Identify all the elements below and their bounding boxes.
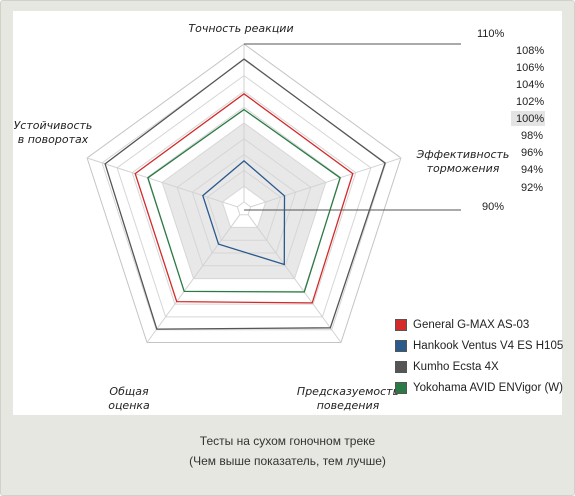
tick-label: 108% (516, 45, 544, 57)
grid-ring (221, 185, 267, 228)
grid-ring (236, 201, 252, 216)
axis-spoke (146, 214, 241, 343)
legend-swatch (395, 360, 407, 373)
axis-label: Предсказуемость (297, 385, 399, 398)
shaded-band-inner (222, 186, 266, 228)
legend-swatch (395, 318, 407, 331)
axis-label: в поворотах (18, 133, 89, 146)
legend-item: General G-MAX AS-03 (395, 314, 563, 335)
series-line (134, 92, 354, 304)
plot-area: 110% 108% 106% 104% 102% 100% 98% 96% 94% 92% 90% Т… (13, 11, 563, 415)
legend-swatch (395, 339, 407, 352)
tick-label: 96% (521, 147, 543, 159)
caption-line-1: Тесты на сухом гоночном треке (199, 434, 376, 448)
legend-swatch (395, 381, 407, 394)
tick-label: 94% (521, 164, 543, 176)
legend-label: Kumho Ecsta 4X (413, 360, 499, 373)
axis-label: Устойчивость (14, 119, 93, 132)
axis-label: Точность реакции (188, 22, 293, 35)
axis-label: оценка (108, 399, 150, 412)
grid-ring (191, 153, 297, 254)
series-line (147, 108, 341, 293)
axis-label: Общая (109, 385, 149, 398)
axis-label: поведения (317, 399, 380, 412)
grid-ring (131, 90, 357, 305)
axis-label: Эффективность (416, 148, 510, 161)
grid-ring (86, 43, 402, 343)
tick-label: 100% (516, 113, 544, 125)
tick-label: 98% (521, 130, 543, 142)
tick-label: 104% (516, 79, 544, 91)
legend: General G-MAX AS-03 Hankook Ventus V4 ES … (395, 314, 563, 398)
grid-ring (116, 74, 372, 318)
caption: Тесты на сухом гоночном треке (Чем выше … (1, 431, 574, 471)
series-line (104, 58, 386, 330)
axis-spoke (86, 157, 238, 208)
tick-label: 106% (516, 62, 544, 74)
axis-spoke (247, 214, 342, 343)
axis-spoke (250, 157, 402, 208)
series-line (202, 160, 286, 266)
grid-ring (161, 122, 327, 280)
tick-label: 90% (482, 201, 504, 213)
grid-ring (176, 138, 312, 267)
legend-item: Hankook Ventus V4 ES H105 (395, 335, 563, 356)
axis-label: торможения (427, 162, 500, 175)
tick-label: 92% (521, 182, 543, 194)
legend-label: Yokohama AVID ENVigor (W) (413, 381, 563, 394)
tick-label: 110% (477, 28, 505, 40)
radar-chart: 110% 108% 106% 104% 102% 100% 98% 96% 94% 92% 90% Т… (14, 22, 545, 412)
tick-label: 102% (516, 96, 544, 108)
legend-item: Yokohama AVID ENVigor (W) (395, 377, 563, 398)
caption-line-2: (Чем выше показатель, тем лучше) (189, 454, 386, 468)
legend-label: General G-MAX AS-03 (413, 318, 530, 331)
tick-highlight (511, 111, 545, 126)
legend-item: Kumho Ecsta 4X (395, 356, 563, 377)
legend-label: Hankook Ventus V4 ES H105 (413, 339, 564, 352)
grid-ring (206, 169, 282, 241)
